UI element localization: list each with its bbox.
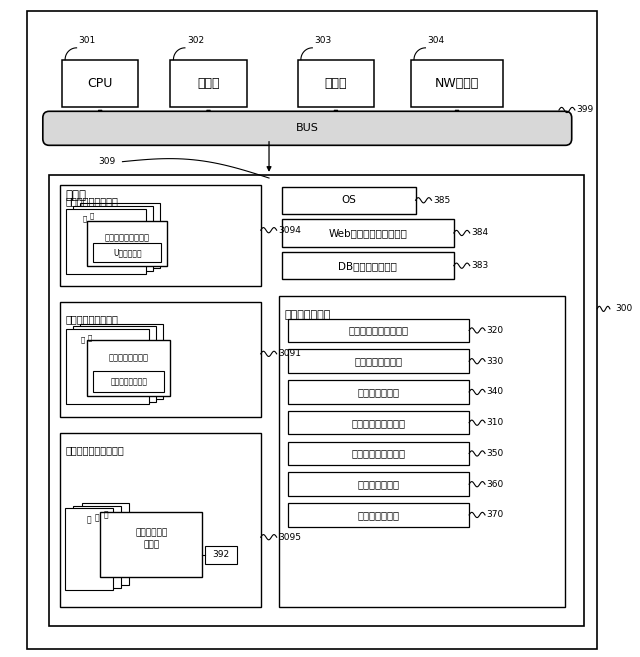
FancyBboxPatch shape: [81, 324, 163, 399]
FancyBboxPatch shape: [298, 60, 374, 106]
FancyBboxPatch shape: [74, 206, 153, 271]
Text: 360: 360: [486, 480, 504, 489]
Text: Webサーバープログラム: Webサーバープログラム: [328, 228, 407, 238]
Text: 302: 302: [187, 35, 204, 45]
Text: 電子書籍ファイル: 電子書籍ファイル: [109, 353, 149, 363]
FancyBboxPatch shape: [65, 509, 113, 590]
Text: 3095: 3095: [278, 533, 301, 542]
Text: 309: 309: [98, 157, 115, 166]
Text: 電: 電: [81, 336, 85, 343]
Text: 入力部: 入力部: [197, 77, 220, 89]
FancyBboxPatch shape: [60, 185, 260, 286]
FancyBboxPatch shape: [62, 60, 138, 106]
Text: 登: 登: [83, 215, 87, 222]
FancyBboxPatch shape: [43, 111, 572, 145]
Text: 登録ユーザファイル: 登録ユーザファイル: [105, 234, 150, 242]
FancyBboxPatch shape: [81, 203, 160, 269]
FancyBboxPatch shape: [278, 296, 565, 606]
Text: 384: 384: [471, 229, 488, 237]
FancyBboxPatch shape: [60, 433, 260, 606]
Text: DB管理プログラム: DB管理プログラム: [339, 261, 397, 271]
Text: 電: 電: [88, 334, 92, 340]
Text: 借入れ延長手段: 借入れ延長手段: [357, 510, 399, 520]
Text: 370: 370: [486, 510, 504, 520]
FancyBboxPatch shape: [82, 503, 129, 585]
Text: 330: 330: [486, 357, 504, 366]
Text: 392: 392: [212, 551, 230, 559]
FancyBboxPatch shape: [93, 243, 161, 262]
FancyBboxPatch shape: [100, 512, 202, 577]
FancyBboxPatch shape: [287, 380, 469, 404]
Text: 320: 320: [486, 326, 504, 335]
Text: デ: デ: [103, 510, 108, 520]
Text: デバイス管理登録手段: デバイス管理登録手段: [348, 325, 408, 336]
Text: BUS: BUS: [296, 124, 319, 133]
Text: 電子書籍配布手段: 電子書籍配布手段: [355, 356, 403, 366]
Text: 300: 300: [615, 304, 632, 313]
Text: 電子書籍借入れ手段: 電子書籍借入れ手段: [351, 449, 405, 459]
FancyBboxPatch shape: [287, 411, 469, 434]
FancyBboxPatch shape: [27, 11, 597, 649]
FancyBboxPatch shape: [287, 503, 469, 527]
Text: 登: 登: [90, 213, 94, 219]
FancyBboxPatch shape: [74, 327, 156, 401]
Text: 貸出し追加手段: 貸出し追加手段: [357, 479, 399, 489]
Text: コンテンツ格納領域: コンテンツ格納領域: [65, 314, 118, 324]
FancyBboxPatch shape: [60, 302, 260, 417]
FancyBboxPatch shape: [282, 187, 415, 214]
Text: 383: 383: [471, 261, 488, 270]
Text: 385: 385: [433, 196, 450, 205]
FancyBboxPatch shape: [74, 506, 121, 587]
Text: 表示部: 表示部: [324, 77, 347, 89]
Text: CPU: CPU: [88, 77, 113, 89]
Text: OS: OS: [341, 195, 356, 205]
Text: 貸出し準備手段: 貸出し準備手段: [357, 387, 399, 397]
Text: 301: 301: [79, 35, 96, 45]
Text: 3091: 3091: [278, 350, 301, 358]
Text: デ: デ: [95, 513, 100, 522]
FancyBboxPatch shape: [287, 442, 469, 465]
FancyBboxPatch shape: [49, 175, 584, 626]
FancyBboxPatch shape: [67, 328, 149, 404]
FancyBboxPatch shape: [282, 219, 454, 247]
FancyBboxPatch shape: [287, 350, 469, 373]
Text: 登録ユーザ格納領域: 登録ユーザ格納領域: [65, 196, 118, 206]
FancyBboxPatch shape: [170, 60, 246, 106]
FancyBboxPatch shape: [282, 252, 454, 279]
FancyBboxPatch shape: [93, 371, 164, 392]
Text: デバイス管理格納領域: デバイス管理格納領域: [65, 445, 124, 455]
FancyBboxPatch shape: [67, 209, 146, 274]
Text: 303: 303: [314, 35, 332, 45]
Text: 350: 350: [486, 449, 504, 458]
FancyBboxPatch shape: [88, 340, 170, 396]
FancyBboxPatch shape: [88, 221, 167, 266]
Text: 専用プログラム: 専用プログラム: [285, 310, 332, 320]
Text: 340: 340: [486, 388, 504, 396]
Text: 電子書籍貸出し手段: 電子書籍貸出し手段: [351, 418, 405, 428]
Text: NW通信部: NW通信部: [435, 77, 479, 89]
FancyBboxPatch shape: [287, 472, 469, 496]
Text: 399: 399: [576, 106, 593, 114]
FancyBboxPatch shape: [205, 546, 237, 564]
Text: デ: デ: [86, 516, 92, 525]
FancyBboxPatch shape: [287, 319, 469, 342]
Text: 304: 304: [428, 35, 445, 45]
Text: 3094: 3094: [278, 226, 301, 235]
Text: U認証データ: U認証データ: [113, 248, 141, 257]
Text: デバイス管理
データ: デバイス管理 データ: [135, 529, 167, 549]
Text: 記憶部: 記憶部: [65, 189, 86, 202]
Text: 310: 310: [486, 419, 504, 427]
FancyBboxPatch shape: [411, 60, 503, 106]
Text: コンテンツデータ: コンテンツデータ: [110, 377, 147, 386]
